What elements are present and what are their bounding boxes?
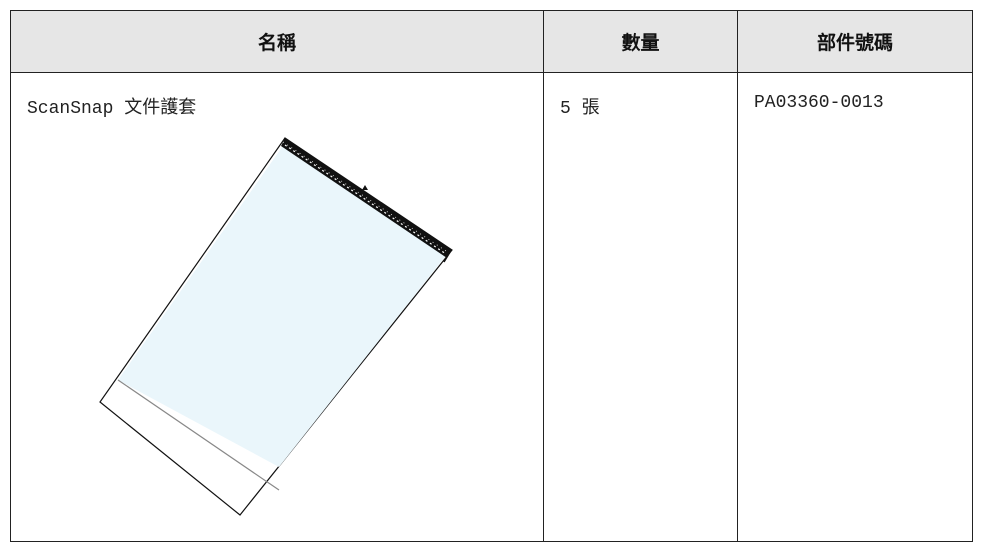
header-cell: 名稱 xyxy=(10,10,544,73)
header-text: 名稱 xyxy=(257,32,296,54)
cell-text: 5 張 xyxy=(560,99,600,119)
sheet-pocket xyxy=(118,143,448,467)
carrier-sheet-illustration xyxy=(99,137,453,516)
header-arrow xyxy=(362,185,368,190)
page: {"table": {"header": ["名稱", "數量", "部件號碼"… xyxy=(10,10,973,542)
cell-text: ScanSnap 文件護套 xyxy=(27,99,197,119)
cell-text: PA03360-0013 xyxy=(754,93,884,113)
pocket-seam xyxy=(117,379,280,491)
header-cell: 部件號碼 xyxy=(737,10,973,73)
sheet-edge xyxy=(443,251,451,263)
header-text: 數量 xyxy=(621,32,660,54)
header-text: 部件號碼 xyxy=(816,32,893,54)
